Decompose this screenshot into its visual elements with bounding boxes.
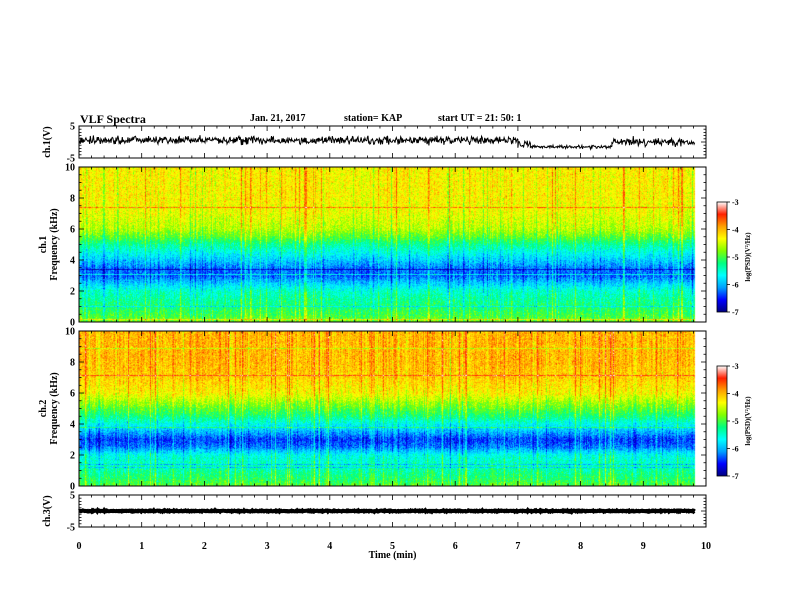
colorbar-ch2-tick-label: -7 [732, 472, 739, 481]
x-tick-label: 5 [390, 541, 395, 552]
colorbar-ch1-tick-label: -3 [732, 198, 739, 207]
x-tick-label: 4 [327, 541, 332, 552]
ch1-spectrogram-ylabel: Frequency (kHz) [49, 208, 60, 280]
colorbar-ch2-tick-label: -3 [732, 362, 739, 371]
x-tick-label: 7 [515, 541, 520, 552]
ch1-waveform-ytick-label: 5 [70, 122, 75, 133]
colorbar-ch2-tick-label: -6 [732, 445, 739, 454]
ch1-spectrogram-ylabel: ch.1 [38, 236, 49, 254]
station-label: station= KAP [344, 113, 403, 124]
ch1-waveform-ylabel: ch.1(V) [42, 126, 53, 157]
ch1-spectrogram-image-holder [79, 167, 706, 322]
x-tick-label: 9 [641, 541, 646, 552]
date-label: Jan. 21, 2017 [250, 113, 306, 124]
x-tick-label: 8 [578, 541, 583, 552]
start-time-label: start UT = 21: 50: 1 [438, 113, 522, 124]
ch1-waveform-line [78, 134, 696, 151]
ch2-spectrogram-ytick-label: 2 [70, 451, 75, 462]
ch1-spectrogram-ytick-label: 4 [70, 256, 75, 267]
x-axis-label: Time (min) [369, 550, 417, 561]
ch3-waveform-ylabel: ch.3(V) [42, 495, 53, 526]
ch1-spectrogram-ytick-label: 0 [70, 318, 75, 329]
ch1-spectrogram-ytick-label: 6 [70, 225, 75, 236]
ch2-spectrogram-image [79, 331, 706, 486]
x-tick-label: 1 [139, 541, 144, 552]
colorbar-ch2-tick-label: -4 [732, 390, 739, 399]
ch2-spectrogram-ytick-label: 4 [70, 420, 75, 431]
colorbar-ch1-tick-label: -5 [732, 253, 739, 262]
colorbar-ch2-tick-label: -5 [732, 417, 739, 426]
ch1-spectrogram-ytick-label: 8 [70, 194, 75, 205]
ch2-spectrogram-image-holder [79, 331, 706, 486]
x-tick-label: 3 [265, 541, 270, 552]
ch2-spectrogram-ylabel: Frequency (kHz) [49, 372, 60, 444]
x-tick-label: 10 [701, 541, 711, 552]
ch3-waveform-ytick-label: 5 [70, 491, 75, 502]
ch1-spectrogram-panel: 0 2 4 6 8 10 ch.1 Frequency (kHz) [38, 163, 707, 329]
x-tick-label: 0 [77, 541, 82, 552]
colorbar-ch1-bar [716, 201, 728, 313]
ch1-spectrogram-image [79, 167, 706, 322]
colorbar-ch2-label: log(PSD)(V²/Hz) [744, 396, 752, 446]
x-tick-label: 2 [202, 541, 207, 552]
ch2-spectrogram-ylabel: ch.2 [38, 400, 49, 418]
ch3-waveform-panel: 5 -5 ch.3(V) [42, 491, 707, 534]
ch1-spectrogram-ytick-label: 2 [70, 287, 75, 298]
ch3-waveform-ytick-label: -5 [67, 523, 75, 534]
x-tick-label: 6 [453, 541, 458, 552]
ch2-spectrogram-ytick-label: 10 [65, 327, 75, 338]
ch3-waveform-line [78, 506, 696, 516]
ch1-spectrogram-ytick-label: 10 [65, 163, 75, 174]
colorbar-ch1-tick-label: -6 [732, 281, 739, 290]
colorbar-ch1-label: log(PSD)(V²/Hz) [744, 232, 752, 282]
colorbar-ch2: -3 -4 -5 -6 -7 log(PSD)(V²/Hz) [716, 362, 752, 481]
colorbar-ch1: -3 -4 -5 -6 -7 log(PSD)(V²/Hz) [716, 198, 752, 317]
colorbar-ch2-bar [716, 365, 728, 477]
ch2-spectrogram-ytick-label: 0 [70, 482, 75, 493]
ch2-spectrogram-panel: 0 2 4 6 8 10 ch.2 Frequency (kHz) [38, 327, 707, 493]
figure-title: VLF Spectra [80, 112, 146, 126]
ch1-waveform-ytick-label: -5 [67, 154, 75, 165]
colorbar-ch1-tick-label: -7 [732, 308, 739, 317]
ch2-spectrogram-ytick-label: 6 [70, 389, 75, 400]
colorbar-ch1-tick-label: -4 [732, 226, 739, 235]
ch2-spectrogram-ytick-label: 8 [70, 358, 75, 369]
ch1-waveform-panel: 5 -5 ch.1(V) [42, 122, 707, 165]
